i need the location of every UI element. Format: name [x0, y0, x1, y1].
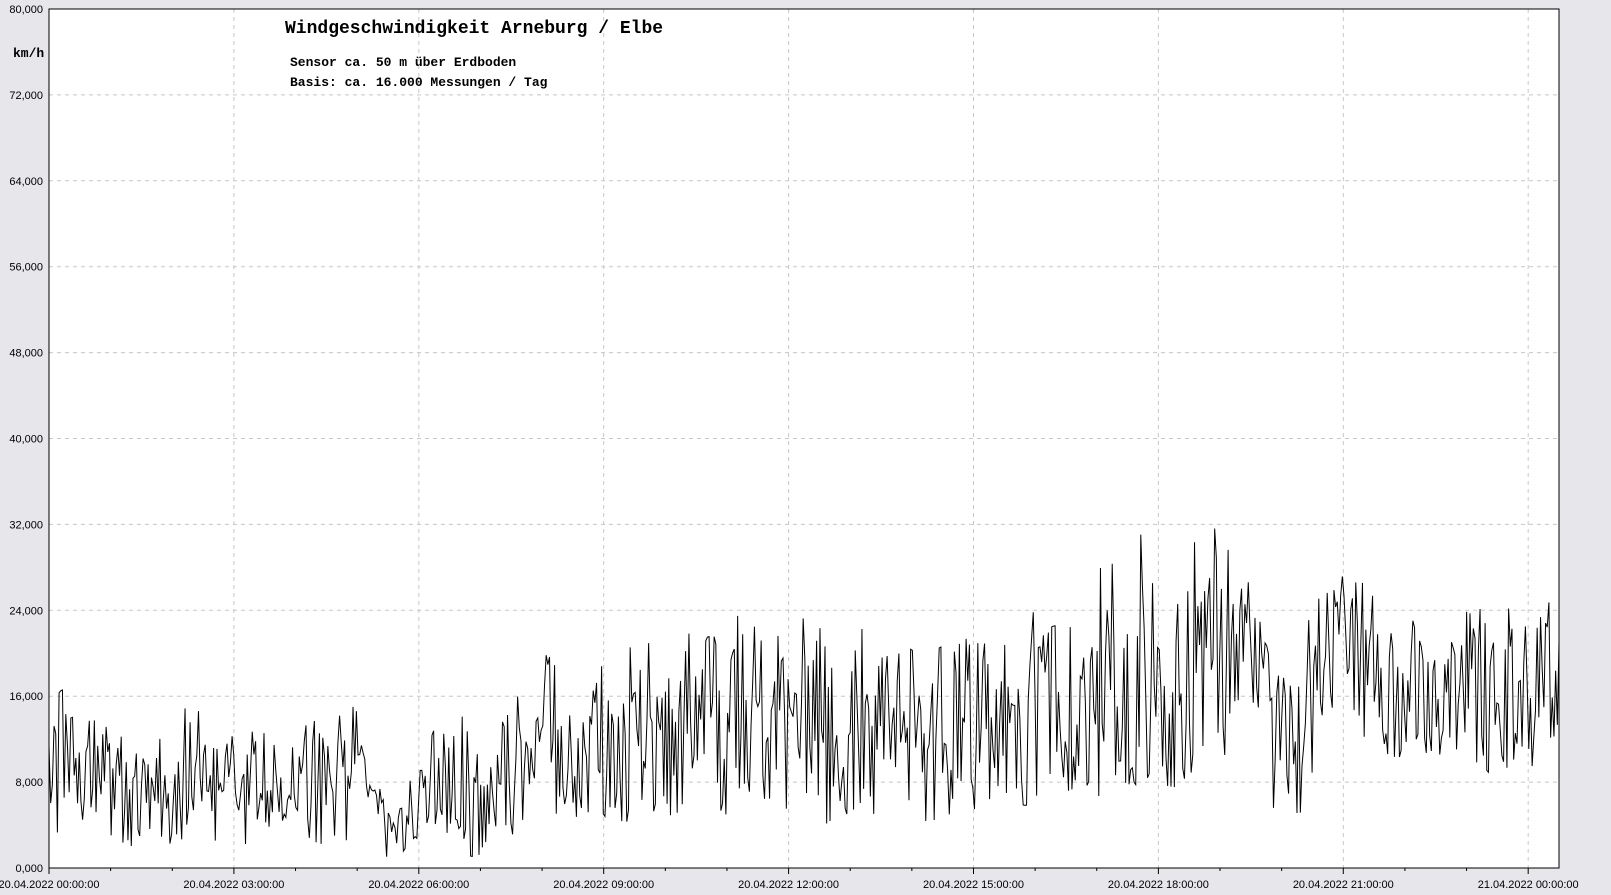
y-axis-label: km/h [13, 46, 44, 61]
chart-subtitle-2: Basis: ca. 16.000 Messungen / Tag [290, 75, 548, 90]
y-tick-label: 40,000 [9, 434, 43, 446]
windspeed-chart: 0,000 8,000 16,000 24,000 32,000 40,000 48,000… [0, 0, 1611, 895]
x-tick-label: 20.04.2022 15:00:00 [923, 879, 1024, 891]
y-tick-label: 64,000 [9, 176, 43, 188]
x-tick-label: 21.04.2022 00:00:00 [1478, 879, 1579, 891]
chart-container: 0,000 8,000 16,000 24,000 32,000 40,000 48,000… [0, 0, 1611, 895]
x-tick-label: 20.04.2022 18:00:00 [1108, 879, 1209, 891]
x-tick-label: 20.04.2022 03:00:00 [183, 879, 284, 891]
y-tick-label: 0,000 [15, 863, 43, 875]
y-tick-label: 32,000 [9, 519, 43, 531]
y-tick-label: 24,000 [9, 605, 43, 617]
x-tick-label: 20.04.2022 12:00:00 [738, 879, 839, 891]
x-tick-label: 20.04.2022 06:00:00 [368, 879, 469, 891]
x-tick-label: 20.04.2022 00:00:00 [0, 879, 99, 891]
y-tick-label: 48,000 [9, 348, 43, 360]
y-tick-label: 56,000 [9, 262, 43, 274]
x-tick-label: 20.04.2022 09:00:00 [553, 879, 654, 891]
y-tick-label: 8,000 [15, 777, 43, 789]
x-tick-label: 20.04.2022 21:00:00 [1293, 879, 1394, 891]
chart-title: Windgeschwindigkeit Arneburg / Elbe [285, 19, 663, 39]
chart-subtitle-1: Sensor ca. 50 m über Erdboden [290, 55, 516, 70]
y-tick-label: 72,000 [9, 90, 43, 102]
y-tick-label: 16,000 [9, 691, 43, 703]
y-tick-label: 80,000 [9, 4, 43, 16]
